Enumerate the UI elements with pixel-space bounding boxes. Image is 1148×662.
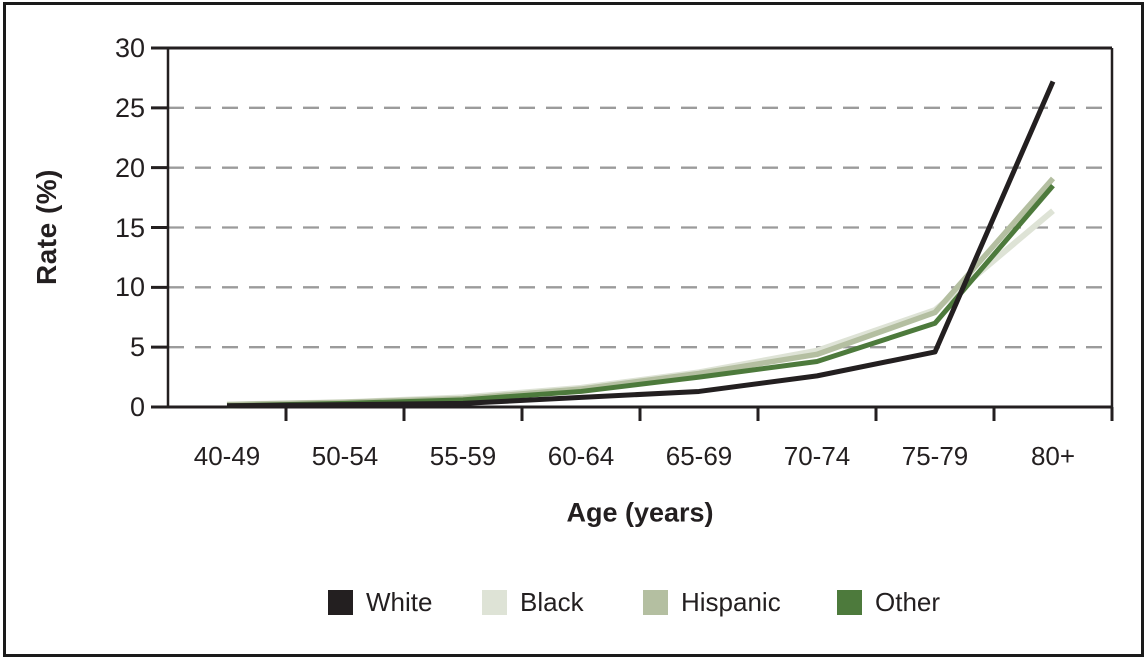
x-tick-label-75-79: 75-79 bbox=[901, 441, 969, 471]
legend-label-other: Other bbox=[875, 587, 941, 617]
legend-label-white: White bbox=[366, 587, 433, 617]
x-tick-label-50-54: 50-54 bbox=[311, 441, 379, 471]
series-line-hispanic bbox=[226, 176, 1056, 408]
series-line-other bbox=[226, 183, 1055, 409]
series-line-black bbox=[226, 208, 1055, 408]
x-tick-label-55-59: 55-59 bbox=[429, 441, 497, 471]
x-tick-label-60-64: 60-64 bbox=[547, 441, 615, 471]
series-line-white bbox=[226, 80, 1056, 409]
series-lines bbox=[226, 80, 1056, 409]
gridlines bbox=[168, 106, 1112, 349]
y-tick-label-10: 10 bbox=[114, 272, 145, 303]
y-tick-label-20: 20 bbox=[114, 152, 145, 183]
legend-item-hispanic: Hispanic bbox=[643, 589, 781, 615]
y-tick-label-15: 15 bbox=[114, 212, 145, 243]
x-tick-label-65-69: 65-69 bbox=[665, 441, 733, 471]
y-axis-title: Rate (%) bbox=[31, 168, 62, 286]
legend-item-black: Black bbox=[482, 589, 584, 615]
x-tick-label-40-49: 40-49 bbox=[193, 441, 261, 471]
legend-label-black: Black bbox=[520, 587, 584, 617]
x-tick-label-80+: 80+ bbox=[1030, 441, 1076, 471]
x-axis-title: Age (years) bbox=[566, 497, 714, 528]
legend-swatch-white bbox=[328, 589, 353, 615]
legend-swatch-other bbox=[837, 589, 862, 615]
legend-item-white: White bbox=[328, 589, 432, 615]
y-tick-label-25: 25 bbox=[114, 92, 145, 123]
x-tick-label-70-74: 70-74 bbox=[783, 441, 851, 471]
legend-label-hispanic: Hispanic bbox=[681, 587, 781, 617]
y-tick-label-30: 30 bbox=[114, 33, 145, 63]
legend-item-other: Other bbox=[837, 589, 940, 615]
y-tick-label-0: 0 bbox=[129, 392, 145, 422]
axes bbox=[151, 46, 1114, 421]
legend-swatch-black bbox=[482, 589, 507, 615]
y-tick-label-5: 5 bbox=[129, 332, 145, 363]
legend-swatch-hispanic bbox=[643, 589, 668, 615]
